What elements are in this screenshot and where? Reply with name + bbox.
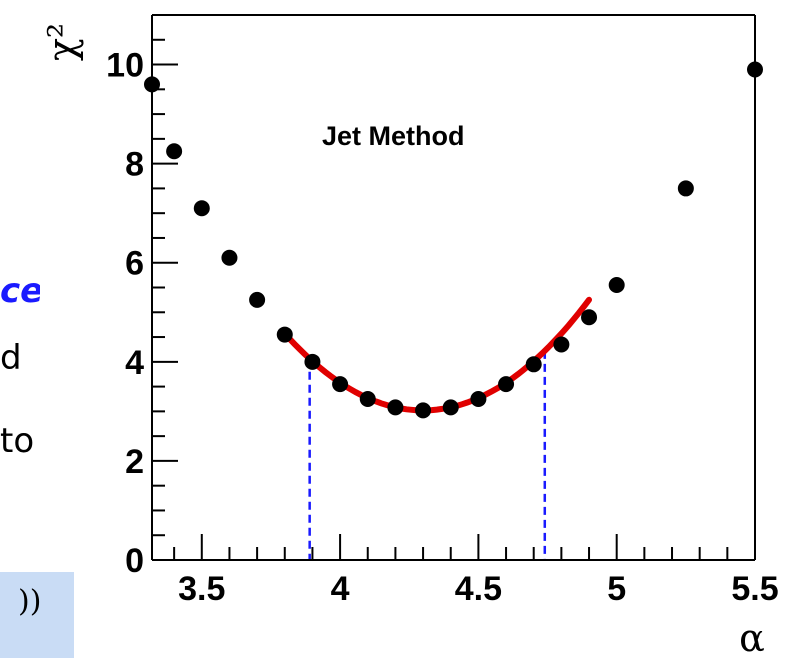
y-axis-title: χ² (40, 23, 84, 61)
x-tick-label: 3.5 (178, 570, 225, 608)
data-point (608, 277, 625, 294)
y-tick-label: 8 (125, 146, 144, 184)
data-point (166, 143, 183, 160)
data-point (193, 200, 210, 217)
x-axis-title: α (739, 616, 765, 658)
y-tick-label: 10 (106, 47, 144, 85)
x-tick-label: 5 (607, 570, 626, 608)
data-point (332, 376, 349, 393)
text-fragment-2: to (0, 424, 35, 458)
chart-annotation: Jet Method (322, 121, 465, 151)
fit-layer (281, 296, 592, 414)
text-fragment-1: d (0, 341, 22, 375)
highlight-text-fragment: ce (0, 274, 40, 308)
y-tick-label: 0 (125, 542, 144, 580)
data-point (553, 336, 570, 353)
y-tick-label: 4 (125, 344, 144, 382)
fit-curve (281, 296, 592, 414)
x-tick-label: 5.5 (731, 570, 778, 608)
x-tick-label: 4 (331, 570, 350, 608)
y-tick-label: 2 (125, 443, 144, 481)
data-point (581, 309, 598, 326)
data-point (359, 390, 376, 407)
data-point (387, 399, 404, 416)
axis-labels: 0 2 4 6 8 10 3.5 4 4.5 5 5.5 (106, 47, 778, 608)
data-point (677, 180, 694, 197)
data-point (276, 326, 293, 343)
formula-fragment: )) (18, 584, 42, 619)
data-points (144, 61, 763, 419)
data-point (221, 249, 238, 266)
data-point (249, 291, 266, 308)
formula-box: )) (0, 572, 74, 658)
x-tick-label: 4.5 (455, 570, 502, 608)
axes (151, 14, 756, 561)
data-point (415, 402, 432, 419)
data-point (304, 353, 321, 370)
interval-lines (308, 350, 547, 560)
data-point (442, 399, 459, 416)
data-point (470, 390, 487, 407)
y-tick-label: 6 (125, 245, 144, 283)
data-point (525, 356, 542, 373)
data-point (498, 376, 515, 393)
